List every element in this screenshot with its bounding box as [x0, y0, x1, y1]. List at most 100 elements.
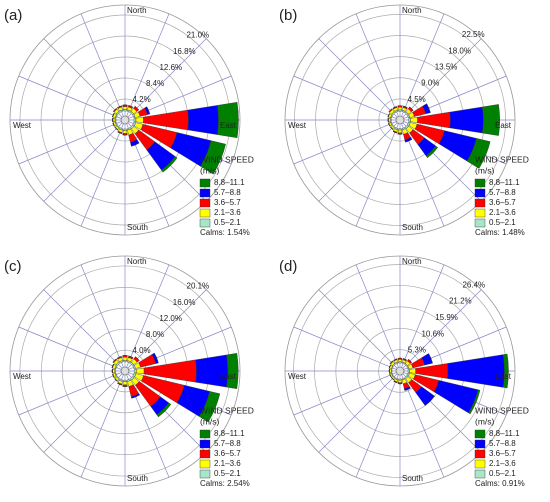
panel: (b) 4.5% 9.0% 13.5% 18.0% 22.5% North East South…: [279, 4, 529, 237]
spoke: [293, 75, 401, 121]
r-tick-label: 4.5%: [408, 95, 426, 104]
petal-segment: [397, 359, 403, 363]
r-tick-label: 4.2%: [132, 95, 150, 104]
petal-segment: [468, 389, 481, 415]
legend-swatch: [199, 198, 211, 208]
legend-swatch: [474, 178, 486, 188]
spoke: [318, 119, 401, 202]
legend-label: 8.8–11.1: [214, 178, 245, 187]
spoke: [124, 13, 170, 121]
spoke: [124, 264, 170, 372]
petal-segment: [112, 368, 116, 374]
spoke: [18, 119, 126, 165]
r-tick-label: 12.6%: [159, 63, 182, 72]
petal-segment: [388, 122, 390, 127]
calms-label: Calms: 1.54%: [200, 228, 250, 237]
r-tick-label: 10.6%: [421, 329, 444, 338]
spoke: [293, 326, 401, 372]
legend-swatch: [199, 218, 211, 228]
legend-label: 5.7–8.8: [489, 439, 516, 448]
petal-segment: [187, 105, 219, 135]
panel: (c) 4.0% 8.0% 12.0% 16.0% 20.1% North East South…: [4, 255, 254, 488]
panel: (a) 4.2% 8.4% 12.6% 16.8% 21.0% North East South…: [4, 4, 254, 237]
petal-segment: [135, 116, 144, 124]
legend-swatch: [474, 459, 486, 469]
petal-segment: [449, 106, 484, 134]
calms-label: Calms: 1.48%: [475, 228, 525, 237]
calm-circle: [120, 366, 130, 376]
spoke: [80, 119, 126, 227]
direction-label: North: [402, 257, 422, 266]
r-tick-label: 13.5%: [435, 63, 458, 72]
petal-segment: [466, 138, 491, 169]
direction-label: West: [288, 372, 307, 381]
legend-swatch: [199, 188, 211, 198]
calm-circle: [395, 366, 405, 376]
calm-circle: [395, 115, 405, 125]
r-tick-label: 9.0%: [421, 79, 439, 88]
r-tick-label: 5.3%: [408, 346, 426, 355]
legend-swatch: [199, 429, 211, 439]
spoke: [124, 289, 207, 372]
panel-label: (b): [279, 7, 297, 24]
spoke: [355, 119, 401, 227]
spoke: [124, 38, 207, 121]
direction-label: South: [402, 223, 423, 232]
spoke: [399, 289, 482, 372]
petal-segment: [200, 140, 226, 175]
petal-segment: [117, 383, 122, 386]
r-tick-label: 22.5%: [462, 30, 485, 39]
legend-label: 0.5–2.1: [214, 469, 241, 478]
legend-label: 2.1–3.6: [489, 459, 516, 468]
petal-segment: [392, 106, 397, 109]
legend-swatch: [474, 188, 486, 198]
legend-label: 5.7–8.8: [489, 188, 516, 197]
spoke: [399, 264, 445, 372]
petal-segment: [111, 363, 114, 368]
direction-label: South: [402, 474, 423, 483]
petal-segment: [133, 369, 137, 373]
spoke: [318, 289, 401, 372]
r-tick-label: 12.0%: [159, 314, 182, 323]
petal-segment: [482, 104, 500, 136]
legend-swatch: [474, 198, 486, 208]
legend-swatch: [474, 218, 486, 228]
legend-title: WIND SPEED: [475, 405, 529, 415]
petal-segment: [135, 367, 145, 375]
legend-title: WIND SPEED: [200, 405, 254, 415]
spoke: [355, 13, 401, 121]
petal-segment: [117, 105, 122, 108]
legend-label: 3.6–5.7: [489, 449, 516, 458]
legend-swatch: [199, 469, 211, 479]
petal-segment: [502, 353, 509, 389]
petal-segment: [199, 391, 221, 423]
legend-swatch: [199, 439, 211, 449]
r-tick-label: 21.2%: [449, 297, 472, 306]
legend-label: 3.6–5.7: [214, 198, 241, 207]
spoke: [43, 370, 126, 453]
petal-segment: [393, 358, 398, 361]
spoke: [318, 38, 401, 121]
spoke: [18, 370, 126, 416]
legend-swatch: [199, 449, 211, 459]
legend-swatch: [474, 469, 486, 479]
petal-segment: [112, 113, 115, 118]
spoke: [355, 370, 401, 478]
legend-unit: (m/s): [200, 416, 220, 426]
r-tick-label: 26.4%: [462, 281, 485, 290]
petal-segment: [156, 402, 172, 418]
petal-segment: [161, 156, 178, 173]
petal-segment: [425, 145, 439, 159]
panel-label: (d): [279, 258, 297, 275]
petal-segment: [122, 130, 128, 134]
petal-segment: [404, 388, 411, 391]
r-tick-label: 16.8%: [173, 47, 196, 56]
r-tick-label: 15.9%: [435, 313, 458, 322]
petal-segment: [135, 356, 140, 361]
direction-label: South: [127, 223, 148, 232]
direction-label: East: [495, 372, 512, 381]
legend-label: 8.8–11.1: [489, 178, 520, 187]
legend-title: WIND SPEED: [200, 154, 254, 164]
spoke: [43, 119, 126, 202]
